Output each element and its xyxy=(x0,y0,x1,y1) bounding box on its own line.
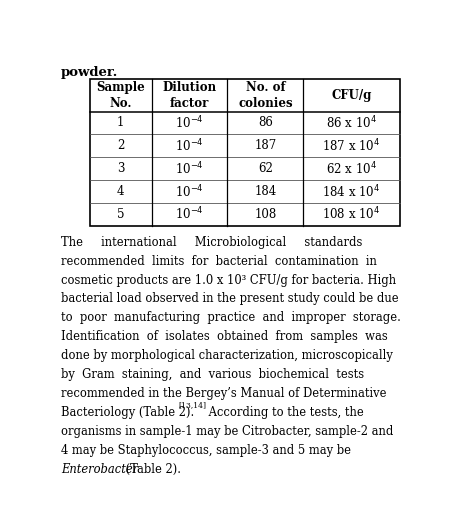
Text: 10$^{-4}$: 10$^{-4}$ xyxy=(175,115,203,131)
Text: [13,14]: [13,14] xyxy=(178,401,206,409)
Text: cosmetic products are 1.0 x 10³ CFU/g for bacteria. High: cosmetic products are 1.0 x 10³ CFU/g fo… xyxy=(61,273,395,287)
Text: 5: 5 xyxy=(117,208,124,221)
Text: No. of
colonies: No. of colonies xyxy=(237,81,292,110)
Text: by  Gram  staining,  and  various  biochemical  tests: by Gram staining, and various biochemica… xyxy=(61,368,364,381)
Text: 62 x 10$^{4}$: 62 x 10$^{4}$ xyxy=(325,160,376,177)
Text: CFU/g: CFU/g xyxy=(330,89,371,102)
Text: 3: 3 xyxy=(117,162,124,175)
Text: 10$^{-4}$: 10$^{-4}$ xyxy=(175,138,203,154)
Text: 4: 4 xyxy=(117,185,124,198)
Text: Enterobacter: Enterobacter xyxy=(61,463,138,476)
Text: 86: 86 xyxy=(257,116,272,130)
Text: 10$^{-4}$: 10$^{-4}$ xyxy=(175,183,203,200)
Text: 108: 108 xyxy=(254,208,276,221)
Text: According to the tests, the: According to the tests, the xyxy=(204,406,363,419)
Text: powder.: powder. xyxy=(61,66,118,79)
Text: 187: 187 xyxy=(254,139,276,152)
Text: 86 x 10$^{4}$: 86 x 10$^{4}$ xyxy=(325,115,376,131)
Text: 2: 2 xyxy=(117,139,124,152)
Text: Sample
No.: Sample No. xyxy=(96,81,145,110)
Text: (Table 2).: (Table 2). xyxy=(122,463,181,476)
Text: 10$^{-4}$: 10$^{-4}$ xyxy=(175,206,203,223)
Text: bacterial load observed in the present study could be due: bacterial load observed in the present s… xyxy=(61,292,398,306)
Text: 187 x 10$^{4}$: 187 x 10$^{4}$ xyxy=(322,138,380,154)
Text: to  poor  manufacturing  practice  and  improper  storage.: to poor manufacturing practice and impro… xyxy=(61,311,400,325)
Text: The     international     Microbiological     standards: The international Microbiological standa… xyxy=(61,236,362,249)
Text: 4 may be Staphylococcus, sample-3 and 5 may be: 4 may be Staphylococcus, sample-3 and 5 … xyxy=(61,444,350,457)
Text: recommended in the Bergey’s Manual of Determinative: recommended in the Bergey’s Manual of De… xyxy=(61,387,386,400)
Text: 184: 184 xyxy=(254,185,276,198)
Text: Bacteriology (Table 2).: Bacteriology (Table 2). xyxy=(61,406,194,419)
Text: 10$^{-4}$: 10$^{-4}$ xyxy=(175,160,203,177)
Text: 184 x 10$^{4}$: 184 x 10$^{4}$ xyxy=(322,183,380,200)
Text: organisms in sample-1 may be Citrobacter, sample-2 and: organisms in sample-1 may be Citrobacter… xyxy=(61,425,392,438)
Text: Identification  of  isolates  obtained  from  samples  was: Identification of isolates obtained from… xyxy=(61,330,387,344)
Text: done by morphological characterization, microscopically: done by morphological characterization, … xyxy=(61,349,392,362)
Text: 108 x 10$^{4}$: 108 x 10$^{4}$ xyxy=(322,206,380,223)
Text: recommended  limits  for  bacterial  contamination  in: recommended limits for bacterial contami… xyxy=(61,254,376,268)
Text: 62: 62 xyxy=(257,162,272,175)
Text: Dilution
factor: Dilution factor xyxy=(162,81,216,110)
Text: 1: 1 xyxy=(117,116,124,130)
